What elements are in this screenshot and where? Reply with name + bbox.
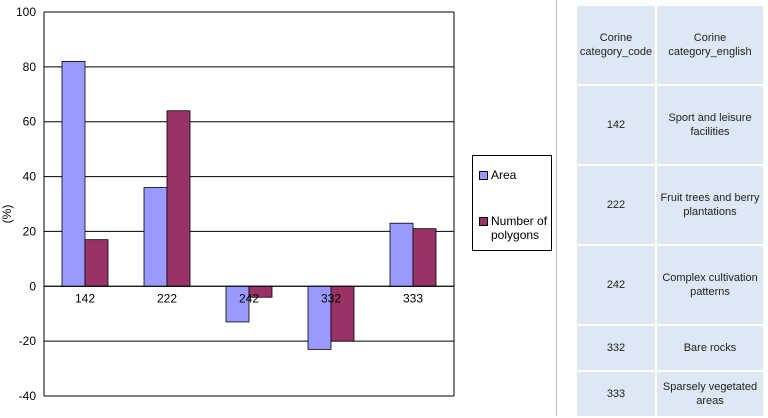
x-tick-label: 332 xyxy=(321,291,341,305)
bar-polygons-333 xyxy=(412,228,437,287)
y-tick-label: 40 xyxy=(23,170,37,184)
bars xyxy=(61,60,437,350)
cell-english: Bare rocks xyxy=(657,326,763,370)
table-row: 333 Sparsely vegetated areas xyxy=(577,372,763,416)
corine-category-table: Corine category_code Corine category_eng… xyxy=(575,4,765,418)
gridlines xyxy=(44,11,454,397)
table-row: 222 Fruit trees and berry plantations xyxy=(577,166,763,244)
bar-polygons-142 xyxy=(84,239,109,287)
x-tick-labels: 142 222 242 332 333 xyxy=(75,291,423,305)
y-tick-label: 20 xyxy=(23,224,37,238)
bar-polygons-222 xyxy=(166,110,191,287)
x-tick-label: 142 xyxy=(75,291,95,305)
cell-code: 332 xyxy=(577,326,655,370)
y-tick-label: 100 xyxy=(16,5,36,19)
y-tick-labels: -40 -20 0 20 40 60 80 100 xyxy=(16,5,36,403)
panel-divider xyxy=(556,0,557,416)
x-tick-label: 242 xyxy=(239,291,259,305)
legend-swatch-polygons xyxy=(479,217,488,226)
bar-chart: -40 -20 0 20 40 60 80 100 142 222 242 332 333 (%) xyxy=(0,5,455,403)
table-row: 242 Complex cultivation patterns xyxy=(577,246,763,324)
bar-area-142 xyxy=(61,60,86,287)
legend-label-polygons: Number of polygons xyxy=(491,214,548,242)
legend-swatch-area xyxy=(479,171,488,180)
table-row: 332 Bare rocks xyxy=(577,326,763,370)
y-tick-label: 80 xyxy=(23,60,37,74)
legend-label-area: Area xyxy=(491,168,517,182)
header-category-english: Corine category_english xyxy=(657,6,763,84)
cell-english: Complex cultivation patterns xyxy=(657,246,763,324)
y-axis-label: (%) xyxy=(0,205,14,224)
table-header-row: Corine category_code Corine category_eng… xyxy=(577,6,763,84)
header-category-code: Corine category_code xyxy=(577,6,655,84)
cell-code: 222 xyxy=(577,166,655,244)
bar-area-333 xyxy=(389,222,414,287)
cell-code: 242 xyxy=(577,246,655,324)
y-tick-label: -40 xyxy=(19,389,37,403)
cell-english: Sparsely vegetated areas xyxy=(657,372,763,416)
cell-english: Fruit trees and berry plantations xyxy=(657,166,763,244)
cell-code: 333 xyxy=(577,372,655,416)
cell-english: Sport and leisure facilities xyxy=(657,86,763,164)
y-tick-label: -20 xyxy=(19,334,37,348)
table-row: 142 Sport and leisure facilities xyxy=(577,86,763,164)
y-tick-label: 60 xyxy=(23,115,37,129)
chart-legend: Area Number of polygons xyxy=(472,155,552,251)
y-tick-label: 0 xyxy=(29,279,36,293)
cell-code: 142 xyxy=(577,86,655,164)
x-tick-label: 222 xyxy=(157,291,177,305)
bar-area-222 xyxy=(143,187,168,287)
x-tick-label: 333 xyxy=(403,291,423,305)
